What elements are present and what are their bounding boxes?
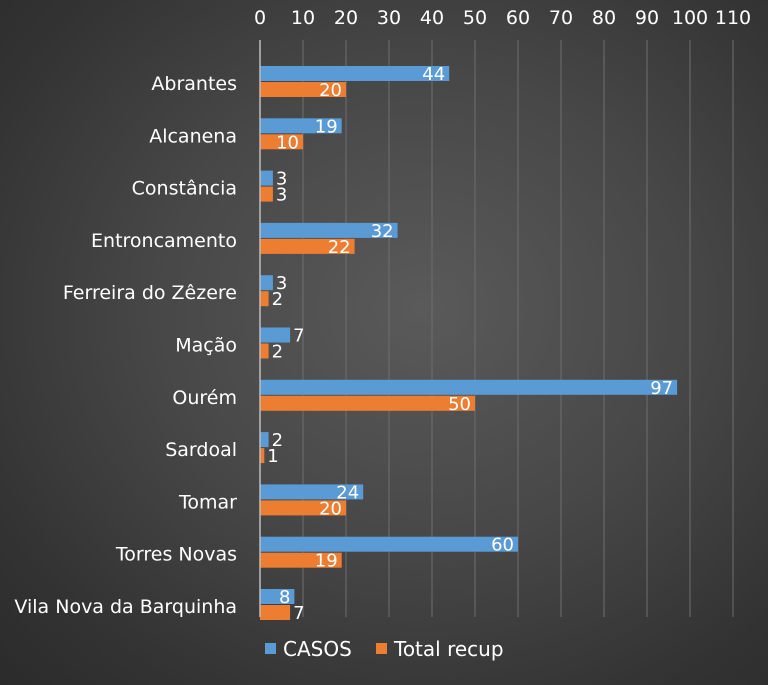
category-label: Vila Nova da Barquinha: [14, 596, 237, 618]
casos-data-label: 3: [276, 169, 287, 190]
category-label: Ferreira do Zêzere: [63, 282, 237, 304]
legend: CASOS Total recup: [265, 637, 504, 661]
recup-data-label: 2: [272, 289, 283, 310]
casos-data-label: 3: [276, 273, 287, 294]
category-label: Mação: [175, 335, 237, 357]
casos-bar: [260, 536, 518, 552]
category-label: Ourém: [172, 387, 237, 409]
recup-data-label: 19: [315, 551, 338, 572]
recup-bar: [260, 605, 291, 620]
x-tick-label: 20: [334, 7, 358, 29]
x-tick-label: 50: [463, 7, 487, 29]
casos-bar: [260, 275, 273, 291]
recup-bar: [260, 291, 269, 307]
recup-data-label: 3: [276, 185, 287, 206]
casos-bar: [260, 66, 450, 81]
legend-label: Total recup: [393, 637, 504, 661]
recup-bar: [260, 395, 475, 411]
casos-bar: [260, 432, 269, 448]
gridlines: [302, 40, 734, 617]
recup-bar: [260, 82, 346, 97]
x-tick-label: 70: [549, 7, 573, 29]
category-label: Torres Novas: [115, 544, 237, 566]
recup-bar: [260, 238, 355, 254]
category-label: Alcanena: [149, 125, 237, 147]
category-label: Constância: [132, 178, 237, 200]
casos-bar: [260, 484, 364, 500]
x-tick-label: 90: [635, 7, 659, 29]
casos-data-label: 44: [422, 64, 445, 85]
recup-bar: [260, 134, 303, 150]
x-tick-label: 10: [291, 7, 315, 29]
x-tick-label: 40: [420, 7, 444, 29]
x-tick-label: 0: [254, 7, 266, 29]
recup-bar: [260, 552, 342, 568]
category-label: Abrantes: [151, 73, 237, 95]
recup-data-label: 50: [448, 394, 471, 415]
x-tick-label: 30: [377, 7, 401, 29]
recup-data-label: 22: [328, 237, 351, 258]
recup-data-label: 2: [272, 342, 283, 363]
x-axis-ticks: 0 10 20 30 40 50 60 70 80 90 100 110: [254, 7, 751, 29]
category-label: Tomar: [178, 491, 237, 513]
casos-bar: [260, 118, 342, 134]
legend-label: CASOS: [283, 637, 352, 661]
recup-data-label: 1: [267, 446, 278, 467]
casos-data-label: 19: [315, 116, 338, 137]
recup-data-label: 20: [319, 80, 342, 101]
recup-bar: [260, 186, 273, 202]
recup-bar: [260, 448, 265, 464]
recup-data-label: 10: [276, 132, 299, 153]
casos-data-label: 24: [336, 482, 359, 503]
legend-swatch: [265, 643, 276, 654]
recup-data-label: 20: [319, 498, 342, 519]
casos-data-label: 97: [650, 378, 673, 399]
casos-data-label: 60: [491, 535, 514, 556]
casos-bar: [260, 379, 678, 395]
casos-data-label: 32: [371, 221, 394, 242]
casos-data-label: 7: [293, 326, 304, 347]
casos-data-label: 2: [272, 430, 283, 451]
x-tick-label: 60: [506, 7, 530, 29]
x-tick-label: 80: [592, 7, 616, 29]
category-label: Entroncamento: [91, 230, 237, 252]
recup-bar: [260, 343, 269, 359]
casos-bar: [260, 170, 273, 186]
casos-data-label: 8: [279, 587, 290, 608]
category-labels: Abrantes Alcanena Constância Entroncamento F…: [14, 73, 237, 618]
x-tick-label: 100: [672, 7, 708, 29]
casos-bar: [260, 589, 295, 604]
category-label: Sardoal: [165, 439, 237, 461]
recup-data-label: 7: [293, 603, 304, 624]
bars: [260, 66, 678, 620]
casos-bar: [260, 222, 398, 238]
casos-bar: [260, 327, 291, 343]
recup-bar: [260, 500, 346, 516]
x-tick-label: 110: [715, 7, 751, 29]
legend-swatch: [376, 643, 387, 654]
